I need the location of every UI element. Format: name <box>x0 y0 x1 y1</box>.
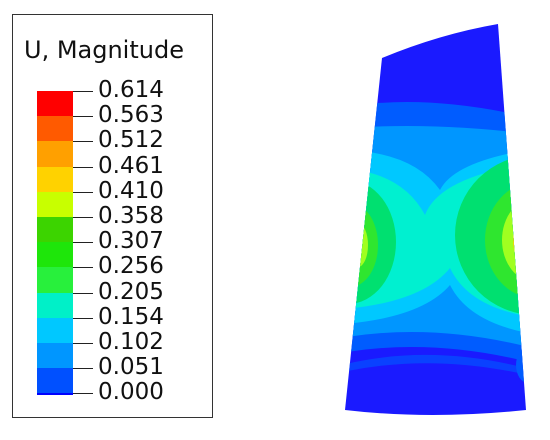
contour-band-7-left <box>348 223 368 267</box>
legend-swatch <box>37 317 73 344</box>
legend-swatch <box>37 292 73 319</box>
legend-value: 0.563 <box>98 102 164 129</box>
legend-swatch <box>37 166 73 193</box>
legend-value: 0.461 <box>98 152 164 179</box>
legend-tick <box>73 91 93 92</box>
legend-value: 0.256 <box>98 253 164 280</box>
legend-swatch <box>37 242 73 268</box>
legend-swatch <box>37 217 73 243</box>
contour-band-8 <box>513 208 526 272</box>
contour-band-6-right <box>485 182 526 298</box>
legend-tick <box>73 242 93 244</box>
legend-swatch <box>37 343 73 369</box>
legend-swatch <box>37 116 73 142</box>
legend-tick <box>73 317 93 319</box>
legend-value: 0.307 <box>98 228 164 255</box>
contour-band-bottom-right <box>516 347 526 383</box>
legend-value: 0.205 <box>98 278 164 305</box>
legend-tick <box>73 393 93 395</box>
legend-tick <box>73 368 93 370</box>
legend-value: 0.512 <box>98 127 164 154</box>
legend-swatch <box>37 91 73 117</box>
legend-value: 0.614 <box>98 77 164 103</box>
legend-tick <box>73 141 93 143</box>
legend-tick <box>73 116 93 118</box>
legend-tick <box>73 217 93 218</box>
legend-value: 0.154 <box>98 303 164 330</box>
legend-value: 0.358 <box>98 203 164 229</box>
legend-swatch <box>37 267 73 294</box>
legend-tick <box>73 191 93 193</box>
contour-band-10 <box>526 220 546 260</box>
legend-tick <box>73 343 93 344</box>
contour-band-9 <box>521 214 526 266</box>
legend-value: 0.102 <box>98 329 164 355</box>
contour-band-5-left <box>345 180 396 304</box>
legend-swatch <box>37 368 73 394</box>
legend-value: 0.410 <box>98 177 164 204</box>
legend-value: 0.000 <box>98 379 164 406</box>
legend-tick <box>73 267 93 269</box>
legend-swatch <box>37 191 73 218</box>
legend-tick <box>73 292 93 294</box>
legend-swatch <box>37 141 73 168</box>
legend-value: 0.051 <box>98 354 164 381</box>
legend-tick <box>73 166 93 168</box>
legend-swatch <box>37 393 73 396</box>
contour-band-6-left <box>345 203 378 287</box>
contour-band-bottom <box>345 354 526 378</box>
legend-title: U, Magnitude <box>24 36 184 64</box>
contour-band-5-right <box>455 155 526 315</box>
